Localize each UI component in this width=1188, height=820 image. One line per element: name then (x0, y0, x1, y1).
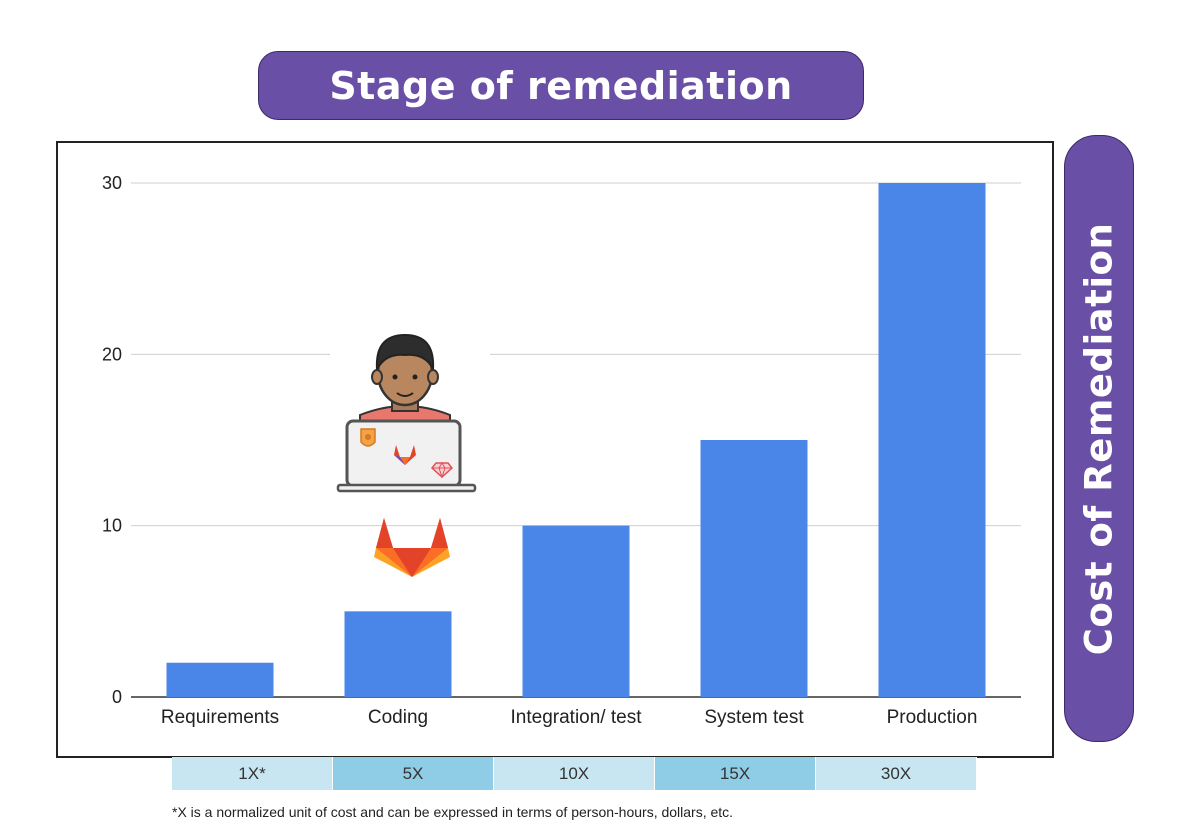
bar (522, 525, 630, 697)
bar-chart: 0 10 20 30 Requirements Coding Integration/ te… (102, 173, 1021, 728)
shield-icon (360, 428, 376, 447)
x-category-label: Production (887, 707, 978, 728)
y-tick-label: 0 (112, 687, 122, 707)
y-tick-label: 20 (102, 344, 122, 364)
cost-multiplier-strip: 1X* 5X 10X 15X 30X (172, 757, 977, 790)
bar (166, 662, 274, 697)
chart-frame: 0 10 20 30 Requirements Coding Integration/ te… (56, 141, 1054, 758)
bar (700, 440, 808, 697)
gitlab-logo-icon (394, 445, 416, 465)
gitlab-fox-logo-icon (374, 518, 450, 577)
x-category-label: Integration/ test (511, 707, 643, 728)
developer-illustration (330, 325, 490, 585)
title-banner: Stage of remediation (258, 51, 864, 120)
gem-icon (430, 462, 454, 479)
multiplier-cell: 1X* (172, 757, 333, 790)
side-banner: Cost of Remediation (1064, 135, 1134, 742)
multiplier-cell: 5X (333, 757, 494, 790)
side-axis-label: Cost of Remediation (1077, 222, 1121, 655)
bar (878, 183, 986, 697)
multiplier-cell: 30X (816, 757, 977, 790)
x-category-label: System test (704, 707, 804, 728)
y-tick-label: 10 (102, 516, 122, 536)
multiplier-cell: 10X (494, 757, 655, 790)
multiplier-cell: 15X (655, 757, 816, 790)
x-category-label: Coding (368, 707, 428, 728)
chart-title: Stage of remediation (329, 63, 793, 108)
laptop-icon (336, 419, 477, 493)
y-tick-label: 30 (102, 173, 122, 193)
bar (344, 611, 452, 697)
footnote: *X is a normalized unit of cost and can … (172, 804, 734, 820)
x-category-label: Requirements (161, 707, 279, 728)
